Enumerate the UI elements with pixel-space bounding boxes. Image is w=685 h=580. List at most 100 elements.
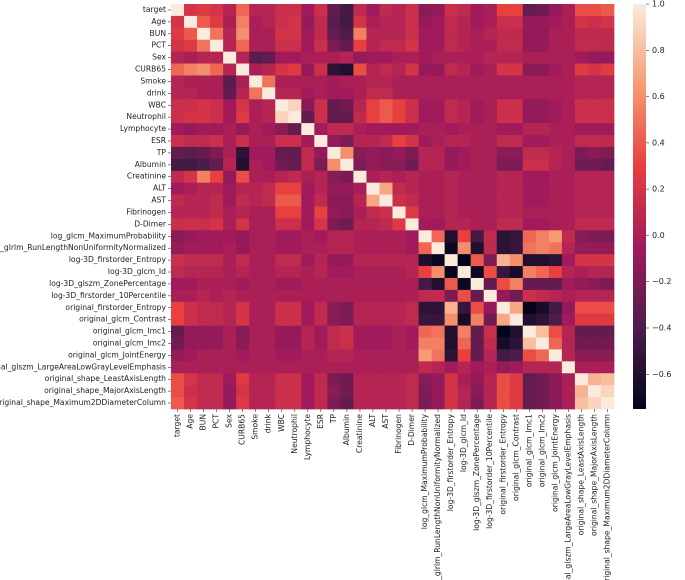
heatmap-cell — [340, 206, 354, 219]
heatmap-cell — [353, 194, 367, 207]
heatmap-cell — [210, 63, 224, 76]
heatmap-cell — [288, 87, 302, 100]
heatmap-cell — [418, 313, 432, 326]
column-label: Lymphocyte — [303, 414, 312, 460]
heatmap-cell — [171, 385, 185, 398]
heatmap-cell — [249, 27, 263, 41]
column-label: AST — [381, 414, 390, 429]
heatmap-cell — [444, 361, 458, 374]
heatmap-cell — [366, 206, 380, 219]
heatmap-cell — [392, 27, 406, 41]
heatmap-cell — [353, 39, 367, 52]
heatmap-cell — [366, 39, 380, 52]
column-label: original_shape_MajorAxisLength — [589, 414, 598, 536]
heatmap-cell — [522, 254, 537, 267]
heatmap-cell — [496, 87, 511, 100]
column-label: D-Dimer — [407, 413, 416, 446]
heatmap-cell — [548, 266, 563, 279]
heatmap-cell — [444, 39, 458, 52]
heatmap-cell — [314, 373, 328, 386]
heatmap-cell — [184, 75, 198, 88]
heatmap-cell — [509, 99, 524, 112]
heatmap-cell — [314, 87, 328, 100]
column-label: Creatinine — [355, 414, 364, 453]
heatmap-cell — [379, 313, 393, 326]
heatmap-cell — [496, 289, 511, 303]
heatmap-cell — [470, 182, 485, 195]
heatmap-cell — [600, 361, 615, 374]
heatmap-cell — [405, 254, 419, 267]
heatmap-cell — [444, 218, 458, 231]
heatmap-cell — [522, 325, 537, 338]
heatmap-cell — [509, 313, 524, 326]
heatmap-cell — [236, 170, 250, 184]
heatmap-cell — [392, 325, 406, 338]
heatmap-cell — [262, 27, 276, 41]
heatmap-cell — [210, 194, 224, 207]
heatmap-cell — [353, 111, 367, 124]
heatmap-cell — [210, 158, 224, 172]
row-label: AST — [151, 196, 166, 205]
heatmap-cell — [405, 289, 419, 303]
heatmap-cell — [535, 27, 550, 41]
heatmap-cell — [197, 373, 211, 386]
heatmap-cell — [431, 206, 445, 219]
heatmap-cell — [405, 361, 419, 374]
heatmap-cell — [340, 51, 354, 64]
heatmap-cell — [197, 361, 211, 374]
heatmap-cell — [262, 135, 276, 148]
heatmap-cell — [223, 349, 237, 362]
heatmap-cell — [327, 15, 341, 29]
heatmap-cell — [457, 63, 472, 76]
heatmap-cell — [548, 373, 563, 386]
heatmap-cell — [600, 218, 615, 231]
heatmap-cell — [574, 111, 589, 124]
heatmap-cell — [431, 63, 445, 76]
heatmap-cell — [509, 27, 524, 41]
heatmap-cell — [483, 254, 498, 267]
heatmap-cell — [418, 206, 432, 219]
heatmap-cell — [327, 27, 341, 41]
heatmap-cell — [457, 158, 472, 172]
heatmap-cell — [496, 194, 511, 207]
heatmap-cell — [262, 39, 276, 52]
heatmap-cell — [171, 206, 185, 219]
heatmap-cell — [444, 313, 458, 326]
heatmap-cell — [496, 27, 511, 41]
heatmap-cell — [353, 15, 367, 29]
heatmap-cell — [470, 99, 485, 112]
heatmap-cell — [379, 242, 393, 255]
row-label: log-3D_glszm_ZonePercentage — [49, 279, 166, 288]
heatmap-cell — [223, 337, 237, 350]
heatmap-cell — [210, 289, 224, 303]
heatmap-cell — [314, 337, 328, 350]
heatmap-cell — [444, 337, 458, 350]
heatmap-cell — [457, 87, 472, 100]
heatmap-cell — [587, 182, 602, 195]
heatmap-cell — [197, 63, 211, 76]
heatmap-cell — [457, 325, 472, 338]
heatmap-cell — [301, 4, 315, 17]
heatmap-cells — [171, 4, 615, 410]
heatmap-cell — [184, 397, 198, 410]
heatmap-cell — [496, 313, 511, 326]
heatmap-cell — [431, 4, 445, 17]
heatmap-cell — [470, 337, 485, 350]
heatmap-cell — [483, 87, 498, 100]
heatmap-cell — [353, 99, 367, 112]
heatmap-cell — [574, 230, 589, 243]
heatmap-cell — [470, 373, 485, 386]
heatmap-cell — [470, 51, 485, 64]
heatmap-cell — [587, 361, 602, 374]
heatmap-cell — [275, 51, 289, 64]
heatmap-cell — [197, 39, 211, 52]
heatmap-cell — [431, 325, 445, 338]
heatmap-cell — [561, 63, 576, 76]
heatmap-cell — [275, 135, 289, 148]
heatmap-cell — [600, 87, 615, 100]
heatmap-cell — [392, 230, 406, 243]
heatmap-cell — [444, 373, 458, 386]
heatmap-cell — [574, 397, 589, 410]
heatmap-cell — [548, 170, 563, 184]
